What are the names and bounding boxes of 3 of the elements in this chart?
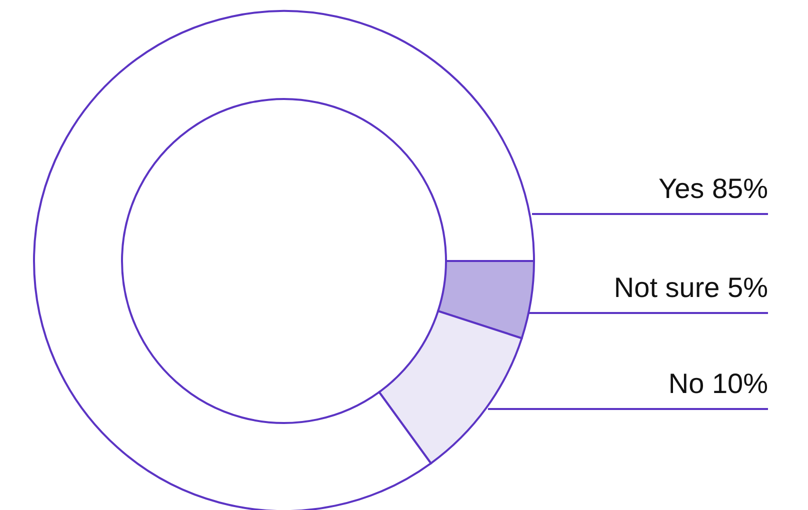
slice-label: Yes 85% [658, 173, 768, 204]
slice-label: No 10% [668, 368, 768, 399]
slice-label: Not sure 5% [614, 272, 768, 303]
